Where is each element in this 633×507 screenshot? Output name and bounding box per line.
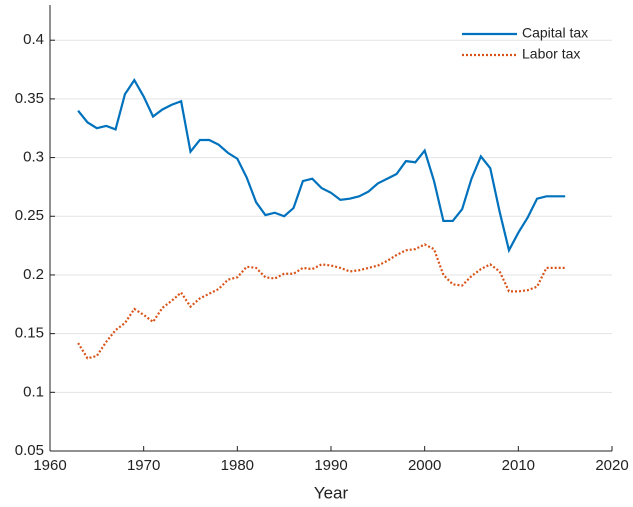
y-tick-label: 0.15 (15, 325, 44, 342)
y-tick-label: 0.25 (15, 207, 44, 224)
x-tick-label: 1980 (221, 457, 254, 474)
y-tick-label: 0.3 (23, 149, 44, 166)
y-tick-label: 0.2 (23, 266, 44, 283)
y-tick-label: 0.1 (23, 383, 44, 400)
y-tick-label: 0.35 (15, 90, 44, 107)
y-tick-label: 0.4 (23, 31, 44, 48)
data-line (77, 78, 566, 254)
y-tick-label: 0.05 (15, 442, 44, 459)
x-tick-label: 1970 (127, 457, 160, 474)
x-tick-label: 1990 (314, 457, 347, 474)
x-tick-label: 2020 (595, 457, 628, 474)
x-tick-label: 1960 (33, 457, 66, 474)
data-line (77, 243, 566, 360)
x-tick-label: 2000 (408, 457, 441, 474)
legend-label: Labor tax (522, 46, 580, 62)
legend-label: Capital tax (522, 25, 588, 41)
x-axis-label: Year (314, 483, 349, 502)
x-tick-label: 2010 (502, 457, 535, 474)
